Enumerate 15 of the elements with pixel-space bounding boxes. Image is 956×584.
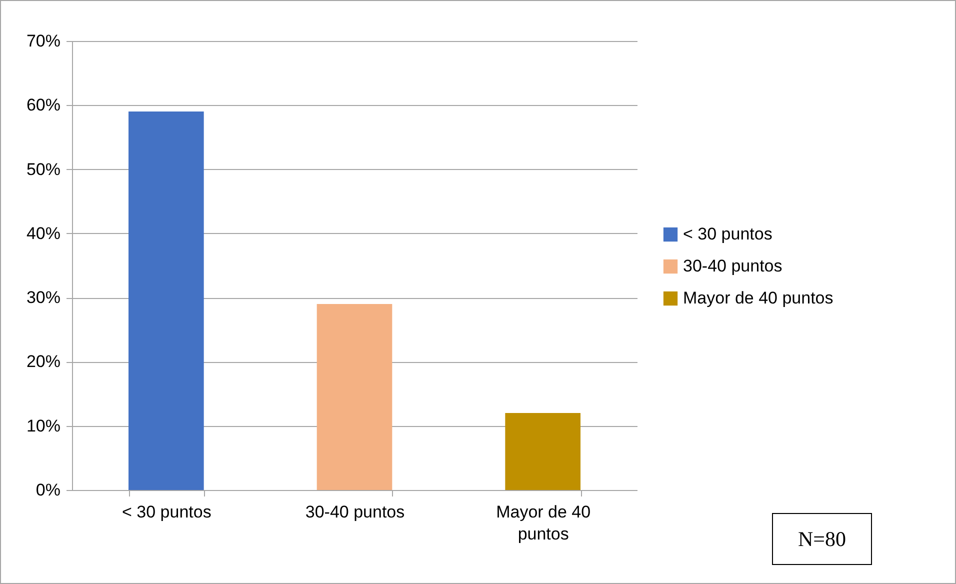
x-tick-label: Mayor de 40 puntos [496,502,591,544]
legend-label: < 30 puntos [683,224,772,244]
y-tick-label: 40% [26,224,60,243]
y-tick-label: 50% [26,160,60,179]
x-tick-label: 30-40 puntos [305,502,405,522]
y-tick-label: 60% [26,96,60,115]
y-tick-label: 70% [26,32,60,50]
y-tick-label: 20% [26,352,60,372]
x-tick-label: < 30 puntos [122,502,212,522]
y-tick-label: 10% [26,416,60,436]
legend-label: 30-40 puntos [683,256,782,276]
text: N=80 [772,513,872,565]
legend-label: Mayor de 40 puntos [683,288,834,308]
y-tick-label: 30% [26,288,60,308]
y-tick-label: 0% [36,480,60,500]
